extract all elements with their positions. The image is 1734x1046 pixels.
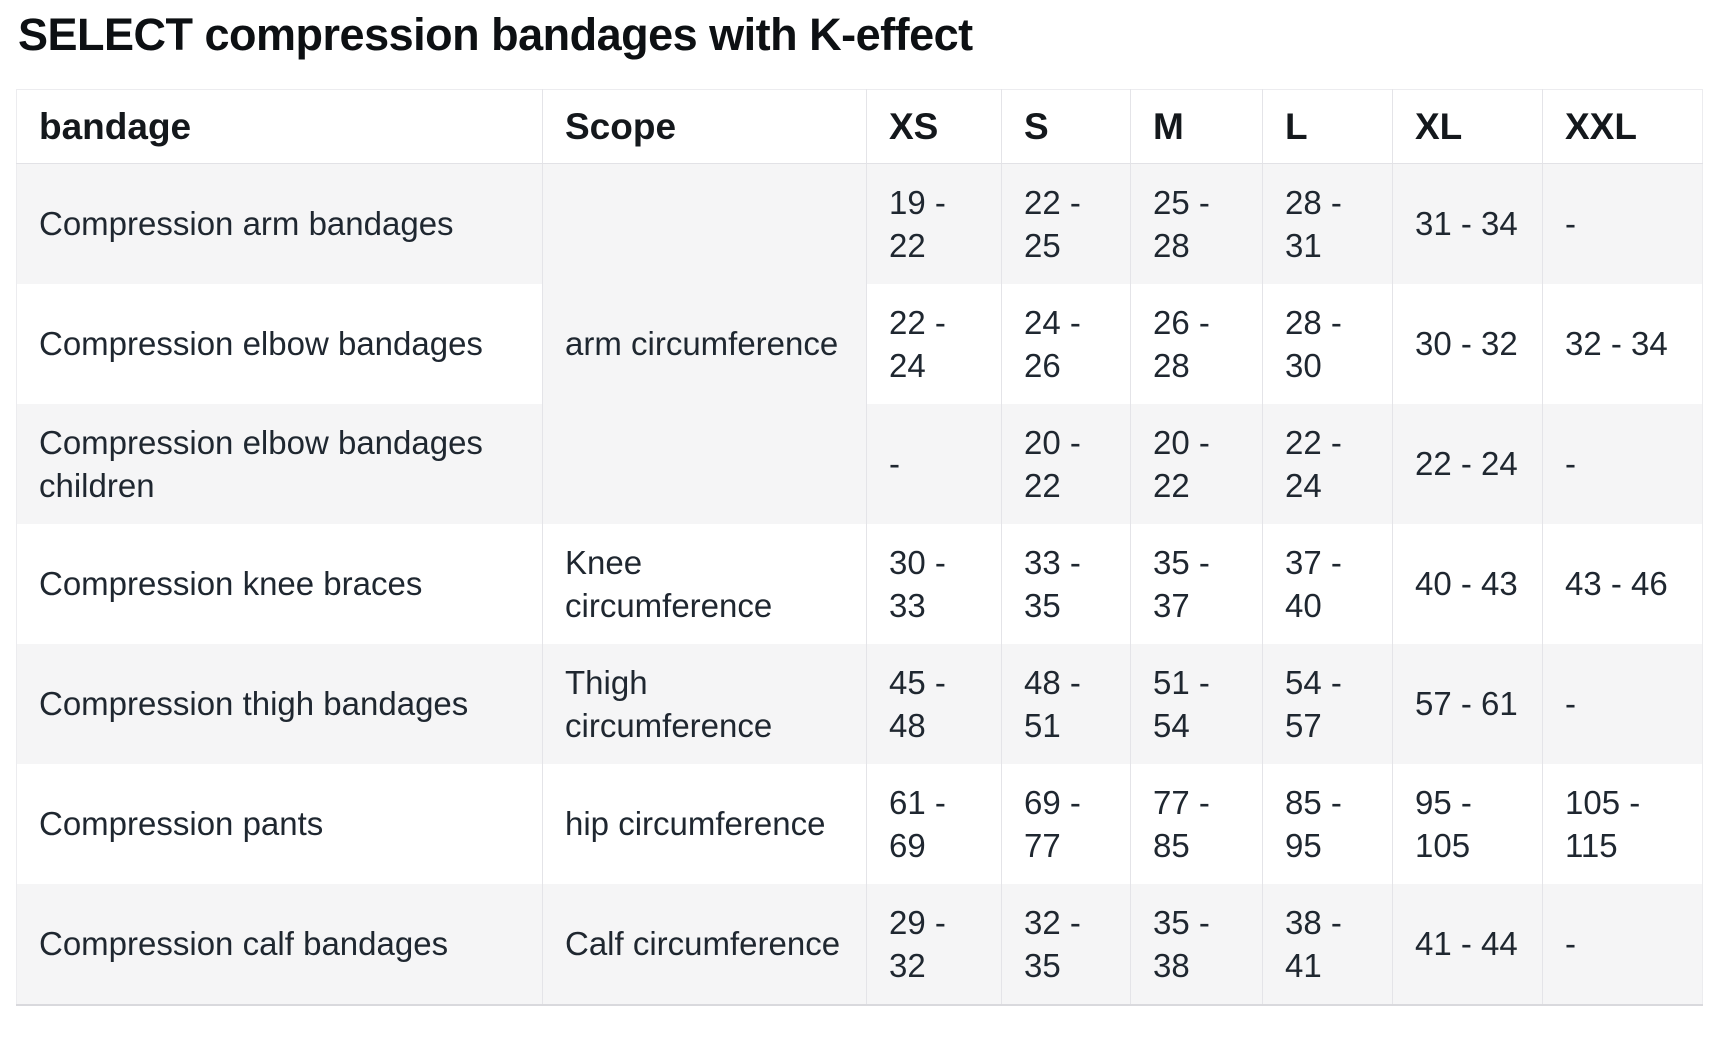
cell-scope: arm circumference bbox=[542, 163, 867, 524]
cell-size-l: 85 - 95 bbox=[1262, 763, 1393, 884]
cell-size-xs: 19 - 22 bbox=[866, 163, 1002, 284]
table-row: Compression knee braces Knee circumferen… bbox=[17, 523, 1703, 644]
cell-size-xxl: 43 - 46 bbox=[1542, 523, 1703, 644]
cell-size-xs: 30 - 33 bbox=[866, 523, 1002, 644]
cell-size-l: 28 - 30 bbox=[1262, 283, 1393, 404]
cell-size-l: 28 - 31 bbox=[1262, 163, 1393, 284]
col-header-xs: XS bbox=[866, 89, 1002, 164]
cell-size-l: 37 - 40 bbox=[1262, 523, 1393, 644]
cell-size-xs: 61 - 69 bbox=[866, 763, 1002, 884]
cell-bandage: Compression pants bbox=[39, 805, 324, 843]
cell-size-xxl: - bbox=[1542, 403, 1703, 524]
cell-size-xs: 45 - 48 bbox=[866, 643, 1002, 764]
cell-size-xl: 41 - 44 bbox=[1392, 883, 1543, 1005]
cell-size-m: 20 - 22 bbox=[1130, 403, 1263, 524]
cell-size-xxl: 32 - 34 bbox=[1542, 283, 1703, 404]
cell-bandage: Compression elbow bandages bbox=[39, 325, 483, 363]
cell-size-l: 38 - 41 bbox=[1262, 883, 1393, 1005]
cell-size-m: 25 - 28 bbox=[1130, 163, 1263, 284]
cell-size-m: 77 - 85 bbox=[1130, 763, 1263, 884]
cell-bandage: Compression elbow bandages children bbox=[16, 403, 543, 524]
cell-size-s: 69 - 77 bbox=[1001, 763, 1131, 884]
cell-size-xl: 31 - 34 bbox=[1392, 163, 1543, 284]
cell-size-m: 51 - 54 bbox=[1130, 643, 1263, 764]
cell-size-s: 32 - 35 bbox=[1001, 883, 1131, 1005]
cell-bandage: Compression arm bandages bbox=[16, 163, 543, 284]
cell-size-s: 20 - 22 bbox=[1001, 403, 1131, 524]
cell-size-s: 33 - 35 bbox=[1001, 523, 1131, 644]
cell-size-m: 35 - 37 bbox=[1130, 523, 1263, 644]
cell-bandage: Compression thigh bandages bbox=[16, 643, 543, 764]
col-header-s: S bbox=[1001, 89, 1131, 164]
table-row: Compression elbow bandages children - 20… bbox=[16, 403, 1703, 524]
cell-size-s: 48 - 51 bbox=[1001, 643, 1131, 764]
cell-size-xxl: 105 - 115 bbox=[1542, 763, 1703, 884]
col-header-xl: XL bbox=[1392, 89, 1543, 164]
cell-size-xxl: - bbox=[1542, 643, 1703, 764]
cell-size-xs: 29 - 32 bbox=[866, 883, 1002, 1005]
cell-size-xl: 22 - 24 bbox=[1392, 403, 1543, 524]
table-row: Compression pants hip circumference 61 -… bbox=[17, 763, 1703, 884]
page-title: SELECT compression bandages with K-effec… bbox=[18, 9, 973, 60]
col-header-scope: Scope bbox=[542, 89, 867, 164]
cell-size-xl: 95 - 105 bbox=[1392, 763, 1543, 884]
cell-size-xs: - bbox=[866, 403, 1002, 524]
cell-bandage: Compression knee braces bbox=[39, 565, 423, 603]
col-header-l: L bbox=[1262, 89, 1393, 164]
cell-size-s: 24 - 26 bbox=[1001, 283, 1131, 404]
cell-scope: hip circumference bbox=[542, 763, 867, 884]
cell-size-l: 54 - 57 bbox=[1262, 643, 1393, 764]
size-chart-table: bandage Scope XS S M L XL XXL Compressio… bbox=[16, 88, 1703, 1006]
cell-size-xl: 30 - 32 bbox=[1392, 283, 1543, 404]
cell-size-s: 22 - 25 bbox=[1001, 163, 1131, 284]
cell-size-m: 26 - 28 bbox=[1130, 283, 1263, 404]
cell-bandage: Compression calf bandages bbox=[16, 883, 543, 1005]
table-row: Compression elbow bandages 22 - 24 24 - … bbox=[17, 283, 1703, 404]
table-row: Compression calf bandages Calf circumfer… bbox=[16, 883, 1703, 1005]
cell-size-xl: 57 - 61 bbox=[1392, 643, 1543, 764]
col-header-xxl: XXL bbox=[1542, 89, 1703, 164]
cell-size-xl: 40 - 43 bbox=[1392, 523, 1543, 644]
table-row: Compression thigh bandages Thigh circumf… bbox=[16, 643, 1703, 764]
table-row: Compression arm bandages arm circumferen… bbox=[16, 163, 1703, 524]
cell-scope: Knee circumference bbox=[542, 523, 867, 644]
cell-size-xxl: - bbox=[1542, 163, 1703, 284]
cell-size-m: 35 - 38 bbox=[1130, 883, 1263, 1005]
header-row: bandage Scope XS S M L XL XXL bbox=[16, 89, 1703, 164]
cell-scope: Thigh circumference bbox=[542, 643, 867, 764]
col-header-m: M bbox=[1130, 89, 1263, 164]
cell-size-xxl: - bbox=[1542, 883, 1703, 1005]
cell-size-l: 22 - 24 bbox=[1262, 403, 1393, 524]
cell-size-xs: 22 - 24 bbox=[866, 283, 1002, 404]
cell-scope: Calf circumference bbox=[542, 883, 867, 1005]
col-header-bandage: bandage bbox=[16, 89, 543, 164]
